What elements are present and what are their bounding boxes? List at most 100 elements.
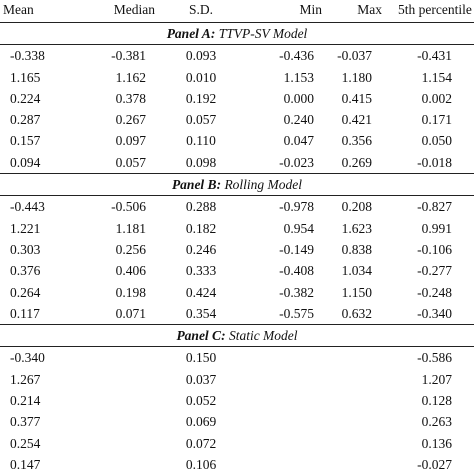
cell-5th-percentile: -0.018 [417, 154, 452, 170]
cell-mean: 0.303 [10, 241, 41, 257]
cell-5th-percentile: 0.002 [421, 90, 452, 106]
cell-sd: 0.182 [185, 220, 217, 236]
panel-title: Panel C: Static Model [0, 324, 474, 348]
cell-min [242, 454, 326, 475]
cell-median [80, 390, 160, 411]
panel-label: Panel A: [166, 26, 216, 41]
table-row: 0.157 0.097 0.110 0.047 0.356 0.050 [0, 130, 474, 151]
cell-5th-percentile: 0.991 [421, 220, 452, 236]
cell-max [326, 411, 398, 432]
cell-median: -0.506 [111, 199, 146, 215]
cell-5th-percentile: -0.586 [417, 350, 452, 366]
cell-5th-percentile: -0.827 [417, 199, 452, 215]
cell-median: 0.057 [115, 154, 146, 170]
cell-max: -0.037 [337, 48, 372, 64]
cell-5th-percentile: -0.340 [417, 305, 452, 321]
cell-5th-percentile: 0.050 [421, 133, 452, 149]
cell-5th-percentile: 0.128 [421, 393, 452, 409]
cell-median [80, 433, 160, 454]
cell-min: -0.436 [279, 48, 314, 64]
panel-model-name: Static Model [228, 328, 298, 344]
cell-min: 0.000 [283, 90, 314, 106]
cell-mean: 0.287 [10, 112, 41, 128]
table-row: 0.254 0.072 0.136 [0, 433, 474, 454]
cell-max: 0.415 [341, 90, 372, 106]
table-row: 0.094 0.057 0.098 -0.023 0.269 -0.018 [0, 152, 474, 174]
cell-sd: 0.424 [185, 284, 217, 300]
cell-median [80, 369, 160, 390]
panel-model-name: TTVP-SV Model [218, 26, 308, 41]
cell-mean: 1.221 [10, 220, 41, 236]
cell-max: 0.208 [341, 199, 372, 215]
cell-sd: 0.069 [185, 414, 217, 430]
header-sd: S.D. [188, 2, 213, 17]
panel-header-row: Panel C: Static Model [0, 324, 474, 348]
table-row: -0.338 -0.381 0.093 -0.436 -0.037 -0.431 [0, 45, 474, 67]
cell-median: 0.267 [115, 112, 146, 128]
cell-median: 0.378 [115, 90, 146, 106]
cell-median [80, 347, 160, 369]
cell-min [242, 390, 326, 411]
cell-mean: 0.117 [10, 305, 40, 321]
panel-header-row: Panel A: TTVP-SV Model [0, 21, 474, 46]
cell-5th-percentile: 1.207 [421, 371, 452, 387]
cell-sd: 0.192 [185, 90, 217, 106]
cell-mean: -0.443 [10, 199, 45, 215]
cell-5th-percentile: -0.277 [417, 263, 452, 279]
table-row: 0.214 0.052 0.128 [0, 390, 474, 411]
cell-max: 1.180 [341, 69, 372, 85]
table-row: 0.287 0.267 0.057 0.240 0.421 0.171 [0, 109, 474, 130]
cell-median: -0.381 [111, 48, 146, 64]
cell-mean: 0.224 [10, 90, 41, 106]
cell-5th-percentile: 0.263 [421, 414, 452, 430]
header-5th-percentile: 5th percentile [398, 2, 472, 17]
header-mean: Mean [3, 2, 34, 17]
cell-max [326, 369, 398, 390]
cell-median: 0.406 [115, 263, 146, 279]
cell-max: 0.838 [341, 241, 372, 257]
cell-mean: 0.147 [10, 456, 41, 472]
panel-model-name: Rolling Model [224, 177, 303, 193]
cell-mean: 0.254 [10, 435, 41, 451]
header-row: Mean Median S.D. Min Max 5th percentile [0, 0, 474, 23]
cell-mean: -0.338 [10, 48, 45, 64]
cell-median: 0.198 [115, 284, 146, 300]
panel-title: Panel B: Rolling Model [0, 173, 474, 197]
cell-max: 1.034 [341, 263, 372, 279]
cell-sd: 0.057 [185, 112, 217, 128]
cell-5th-percentile: 1.154 [421, 69, 452, 85]
table-row: 0.117 0.071 0.354 -0.575 0.632 -0.340 [0, 303, 474, 325]
cell-sd: 0.098 [185, 154, 217, 170]
table-row: -0.340 0.150 -0.586 [0, 347, 474, 369]
cell-5th-percentile: 0.171 [421, 112, 452, 128]
header-max: Max [357, 2, 382, 17]
cell-max: 0.269 [341, 154, 372, 170]
cell-sd: 0.093 [185, 48, 217, 64]
panel-label: Panel B: [171, 177, 222, 193]
cell-min: -0.023 [279, 154, 314, 170]
table-row: 0.147 0.106 -0.027 [0, 454, 474, 475]
cell-mean: 1.267 [10, 371, 41, 387]
cell-min: 0.240 [283, 112, 314, 128]
table-row: 0.377 0.069 0.263 [0, 411, 474, 432]
cell-median: 1.181 [115, 220, 146, 236]
cell-5th-percentile: -0.027 [417, 456, 452, 472]
cell-sd: 0.052 [185, 393, 217, 409]
cell-min [242, 347, 326, 369]
cell-median: 1.162 [115, 69, 146, 85]
cell-sd: 0.150 [185, 350, 217, 366]
cell-5th-percentile: -0.248 [417, 284, 452, 300]
header-median: Median [113, 2, 155, 17]
cell-mean: -0.340 [10, 350, 45, 366]
cell-mean: 0.094 [10, 154, 41, 170]
cell-sd: 0.037 [185, 371, 217, 387]
cell-mean: 0.214 [10, 393, 41, 409]
cell-mean: 0.377 [10, 414, 41, 430]
panel-header-row: Panel B: Rolling Model [0, 173, 474, 197]
cell-min: 0.954 [283, 220, 314, 236]
table-row: -0.443 -0.506 0.288 -0.978 0.208 -0.827 [0, 196, 474, 218]
cell-max: 1.623 [341, 220, 372, 236]
cell-max: 0.356 [341, 133, 372, 149]
cell-min [242, 411, 326, 432]
